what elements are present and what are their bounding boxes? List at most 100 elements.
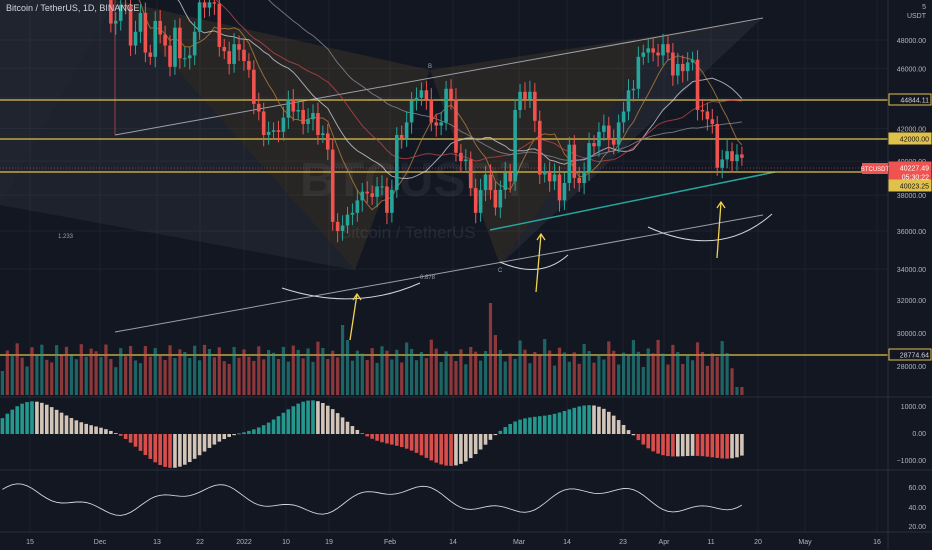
candle: [296, 109, 300, 112]
macd-bar: [281, 412, 286, 434]
candle: [685, 62, 690, 72]
macd-bar: [449, 434, 453, 466]
volume-bar: [35, 355, 39, 395]
volume-bar: [217, 347, 221, 395]
volume-bar: [607, 341, 611, 395]
macd-bar: [350, 426, 355, 434]
volume-bar: [385, 350, 389, 395]
volume-bar: [572, 352, 576, 395]
currency-label: USDT: [907, 13, 927, 20]
macd-bar: [528, 417, 532, 434]
macd-bar: [153, 434, 158, 463]
candle: [187, 55, 192, 59]
macd-bar: [715, 434, 720, 458]
arrow-head: [716, 200, 726, 209]
arrow-head: [352, 292, 362, 301]
symbol-title[interactable]: Bitcoin / TetherUS, 1D, BINANCE: [6, 3, 140, 13]
volume-bar: [202, 344, 207, 395]
volume-bar: [597, 354, 601, 395]
volume-bar: [252, 360, 256, 395]
macd-bar: [256, 427, 261, 434]
volume-bar: [124, 356, 128, 395]
volume-bar: [173, 358, 177, 395]
candle: [261, 111, 266, 136]
macd-bar: [690, 434, 695, 456]
rsi-line: [2, 483, 743, 516]
fib-label: 0.878: [420, 275, 436, 281]
macd-bar: [10, 409, 15, 434]
candle: [740, 154, 744, 158]
volume-bar: [686, 356, 690, 395]
volume-bar: [646, 348, 650, 395]
macd-bar: [730, 434, 734, 459]
volume-bar: [380, 346, 384, 395]
candle: [247, 61, 251, 70]
volume-bars: [0, 303, 744, 395]
candle: [291, 99, 296, 112]
volume-bar: [636, 351, 640, 395]
volume-bar: [548, 350, 552, 395]
candle: [611, 139, 616, 145]
candle: [449, 88, 453, 100]
volume-bar: [247, 356, 251, 395]
volume-bar: [587, 351, 591, 395]
candle: [424, 90, 429, 100]
volume-bar: [370, 348, 374, 395]
macd-bar: [321, 403, 325, 434]
volume-bar: [671, 344, 675, 395]
volume-bar: [69, 355, 74, 395]
macd-bar: [133, 434, 138, 447]
macd-bar: [390, 434, 394, 445]
time-axis[interactable]: 15 Dec 13 22 2022 10 19 Feb 14 Mar 14 23 Apr 11 20 May 1…: [26, 539, 881, 546]
candle: [552, 174, 557, 182]
volume-bar: [621, 352, 626, 395]
macd-bar: [301, 401, 305, 434]
candle: [572, 144, 577, 178]
macd-bar: [118, 434, 123, 436]
candle: [173, 27, 177, 67]
volume-bar: [508, 353, 512, 395]
volume-bar: [222, 361, 226, 395]
candle: [419, 90, 424, 98]
macd-bar: [587, 405, 591, 434]
volume-bar: [311, 361, 315, 395]
volume-bar: [5, 350, 9, 395]
volume-bar: [375, 362, 379, 395]
candlestick-series[interactable]: [1, 0, 744, 243]
volume-bar: [365, 360, 369, 395]
volume-bar: [498, 350, 502, 395]
volume-bar: [557, 347, 562, 395]
volume-bar: [400, 362, 404, 395]
candle: [582, 171, 586, 184]
macd-bar: [15, 406, 19, 434]
candle: [113, 20, 118, 24]
label-28774-box: [888, 348, 932, 361]
macd-bar: [740, 434, 744, 456]
macd-bar: [478, 434, 483, 450]
macd-bar: [247, 430, 251, 434]
macd-bar: [0, 418, 5, 434]
price-tick-label: 5: [922, 4, 926, 11]
candle: [478, 189, 483, 213]
candle: [252, 69, 256, 104]
volume-bar: [15, 343, 19, 395]
candle: [227, 51, 231, 64]
macd-bar: [365, 434, 370, 437]
horizontal-levels: [0, 99, 888, 356]
macd-bar: [473, 434, 478, 455]
macd-bar: [395, 434, 399, 446]
volume-bar: [538, 355, 542, 395]
candle: [355, 200, 360, 213]
volume-bar: [488, 303, 493, 395]
macd-bar: [178, 434, 182, 467]
macd-tick-label: −1000.00: [897, 458, 926, 465]
candle: [459, 152, 463, 162]
volume-bar: [661, 353, 665, 395]
volume-bar: [227, 363, 231, 395]
candle: [340, 225, 345, 232]
pattern-drawings: 1.233 0.878 B C: [0, 0, 860, 333]
macd-bar: [59, 412, 64, 434]
volume-bar: [128, 345, 133, 395]
